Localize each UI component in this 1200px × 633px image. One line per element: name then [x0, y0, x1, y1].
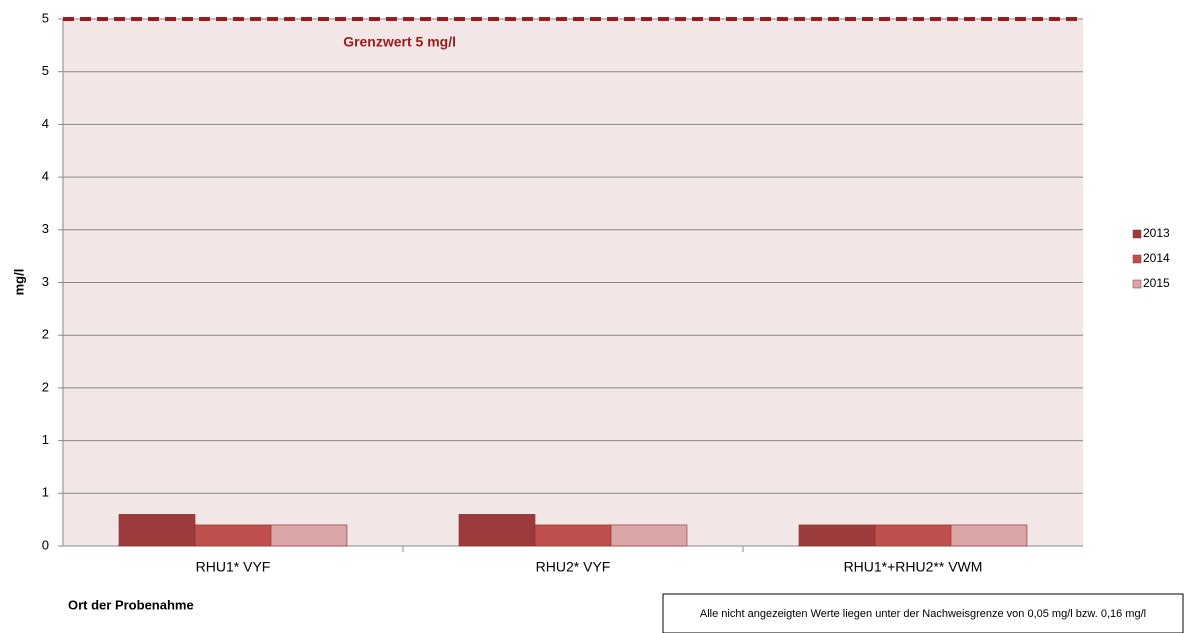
x-tick-label: RHU1*+RHU2** VWM: [844, 559, 983, 575]
y-tick-label: 5: [42, 63, 49, 78]
y-tick-label: 0: [42, 537, 49, 552]
bar: [950, 524, 1028, 547]
note-box: [662, 593, 1184, 633]
legend-label: 2014: [1143, 251, 1170, 265]
y-tick-label: 1: [42, 485, 49, 500]
y-axis-label: mg/l: [11, 269, 26, 296]
y-tick-label: 3: [42, 274, 49, 289]
x-tick-label: RHU2* VYF: [536, 559, 611, 575]
legend-label: 2015: [1143, 276, 1170, 290]
note: Alle nicht angezeigten Werte liegen unte…: [700, 608, 1146, 620]
x-axis-label: Ort der Probenahme: [68, 597, 194, 612]
bar: [798, 524, 876, 547]
threshold-label: Grenzwert 5 mg/l: [343, 34, 456, 50]
bar: [118, 514, 196, 547]
y-tick-label: 3: [42, 221, 49, 236]
y-tick-label: 1: [42, 432, 49, 447]
bar: [270, 524, 348, 547]
bar: [874, 524, 952, 547]
x-tick-label: RHU1* VYF: [196, 559, 271, 575]
legend-swatch: [1132, 254, 1142, 264]
y-tick-label: 5: [42, 10, 49, 25]
legend-swatch: [1132, 279, 1142, 289]
legend-swatch: [1132, 229, 1142, 239]
bar: [534, 524, 612, 547]
y-tick-label: 4: [42, 116, 49, 131]
y-tick-label: 2: [42, 379, 49, 394]
bar: [458, 514, 536, 547]
y-tick-label: 2: [42, 327, 49, 342]
bar: [194, 524, 272, 547]
legend-label: 2013: [1143, 226, 1170, 240]
bar: [610, 524, 688, 547]
y-tick-label: 4: [42, 169, 49, 184]
